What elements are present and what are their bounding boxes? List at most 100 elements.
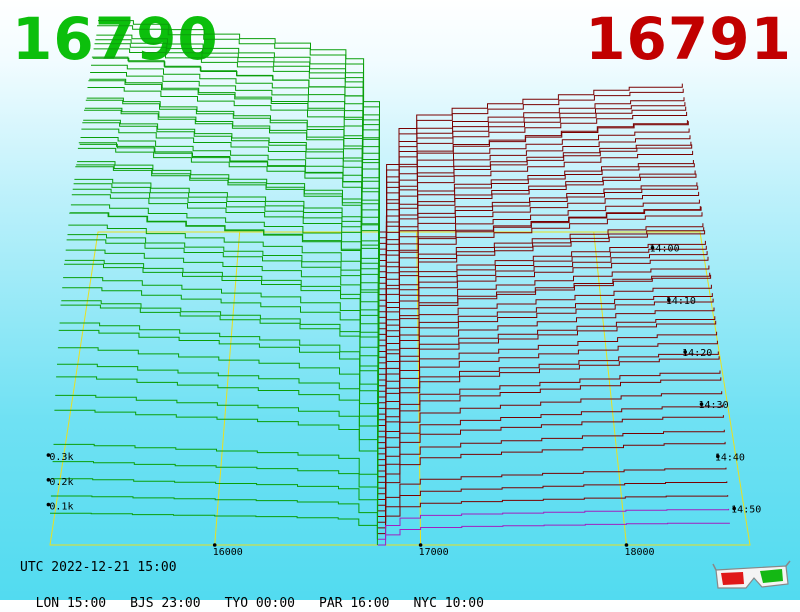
bid-depth-line <box>77 147 380 363</box>
z-tick-mark <box>46 478 51 482</box>
time-tick-label: 14:00 <box>650 244 680 255</box>
bid-depth-line <box>56 376 379 506</box>
bid-price: 16790 <box>12 5 219 73</box>
bid-depth-line <box>70 212 379 415</box>
floor-gridline-18000 <box>593 231 627 546</box>
ask-depth-line <box>378 265 710 409</box>
ask-depth-line <box>378 370 721 483</box>
bid-depth-line <box>52 461 378 528</box>
bid-depth-line <box>96 34 380 244</box>
time-tick-mark <box>667 298 671 302</box>
bid-depth-line <box>57 347 379 494</box>
bid-depth-line <box>50 512 378 545</box>
z-tick-label: 0.3k <box>49 452 73 463</box>
z-tick-label: 0.1k <box>49 502 73 513</box>
bid-depth-line <box>82 122 380 335</box>
x-tick-mark <box>212 543 217 547</box>
z-tick-mark <box>46 502 51 507</box>
ask-depth-line <box>377 404 724 500</box>
floor-outline <box>49 231 751 546</box>
x-tick-mark <box>418 543 423 547</box>
bid-depth-line <box>72 188 379 397</box>
bid-depth-line <box>62 287 379 466</box>
time-tick-mark <box>683 350 687 354</box>
bid-depth-line <box>78 142 380 358</box>
bid-depth-line <box>89 78 380 289</box>
bid-depth-line <box>95 39 380 250</box>
ask-depth-line <box>377 441 726 517</box>
ask-depth-line <box>377 481 728 529</box>
bid-depth-line <box>50 495 378 540</box>
bid-depth-line <box>68 224 379 426</box>
bid-depth-line <box>74 178 379 386</box>
time-tick-label: 14:40 <box>715 452 745 463</box>
bid-depth-line <box>83 119 380 329</box>
bid-depth-line <box>65 249 379 443</box>
bid-depth-line <box>85 99 380 312</box>
x-tick-label: 16000 <box>213 547 243 558</box>
bid-depth-line <box>54 409 379 517</box>
time-tick-mark <box>716 454 720 459</box>
bid-depth-line <box>97 25 380 238</box>
floor-gridline-16000 <box>214 231 241 546</box>
ask-depth-line <box>377 522 730 546</box>
bid-depth-line <box>80 137 380 346</box>
bid-depth-line <box>90 72 380 284</box>
time-tick-mark <box>699 402 704 406</box>
chart-axes: 16000 17000 18000 0.1k 0.2k 0.3k 14:00 14:10 14:… <box>46 244 761 558</box>
bid-depth-line <box>59 322 379 483</box>
zone-bjs: BJS 23:00 <box>130 596 201 611</box>
bid-depth-line <box>71 194 379 403</box>
utc-time: UTC 2022-12-21 15:00 <box>20 560 177 575</box>
z-tick-mark <box>46 453 51 457</box>
bid-depth-line <box>60 304 379 477</box>
bid-depth-line <box>63 277 379 460</box>
ask-depth-line <box>378 293 713 432</box>
bid-depth-line <box>69 212 379 420</box>
bid-depth-line <box>86 97 380 306</box>
bid-depth-line <box>53 443 378 523</box>
bid-depth-line <box>88 80 380 295</box>
ask-depth-line <box>377 508 730 540</box>
bid-depth-line <box>91 64 380 278</box>
3d-glasses-icon[interactable] <box>712 560 792 592</box>
x-tick-label: 17000 <box>419 547 449 558</box>
ask-depth-line <box>378 284 712 426</box>
bid-depth-line <box>77 161 380 369</box>
bid-depth-line <box>70 204 379 409</box>
bid-depth-line <box>57 363 379 500</box>
bid-depth-line <box>87 87 380 301</box>
x-tick-mark <box>624 543 629 547</box>
time-tick-label: 14:10 <box>666 296 696 307</box>
ask-depth-line <box>379 191 700 341</box>
ask-depth-line <box>377 495 729 535</box>
bid-depth-line <box>81 128 380 341</box>
ask-depth-line <box>378 331 718 461</box>
chart-floor-grid <box>49 231 751 546</box>
bid-depth-line <box>91 56 380 272</box>
bid-depth-line <box>61 300 379 471</box>
time-tick-label: 14:20 <box>682 348 712 359</box>
time-tick-mark <box>732 506 736 511</box>
ask-depth-lines <box>377 83 730 546</box>
bid-depth-line <box>84 107 380 318</box>
bid-depth-line <box>67 234 379 432</box>
ask-depth-line <box>379 173 697 324</box>
zone-par: PAR 16:00 <box>319 596 390 611</box>
zone-lon: LON 15:00 <box>35 596 107 611</box>
bid-depth-lines <box>50 20 380 545</box>
bid-depth-line <box>55 394 379 511</box>
ask-depth-line <box>378 356 720 478</box>
bid-depth-line <box>66 239 379 437</box>
bid-depth-line <box>75 166 379 380</box>
timezone-row: LON 15:00 BJS 23:00 TYO 00:00 PAR 16:00 NYC … <box>20 580 508 612</box>
bid-depth-line <box>93 48 380 261</box>
zone-tyo: TYO 00:00 <box>224 596 296 611</box>
time-tick-label: 14:30 <box>699 400 729 411</box>
bid-depth-line <box>73 183 379 392</box>
ask-depth-line <box>377 467 727 523</box>
bid-depth-line <box>76 164 379 375</box>
bid-depth-line <box>51 478 378 534</box>
bid-depth-line <box>64 259 379 449</box>
